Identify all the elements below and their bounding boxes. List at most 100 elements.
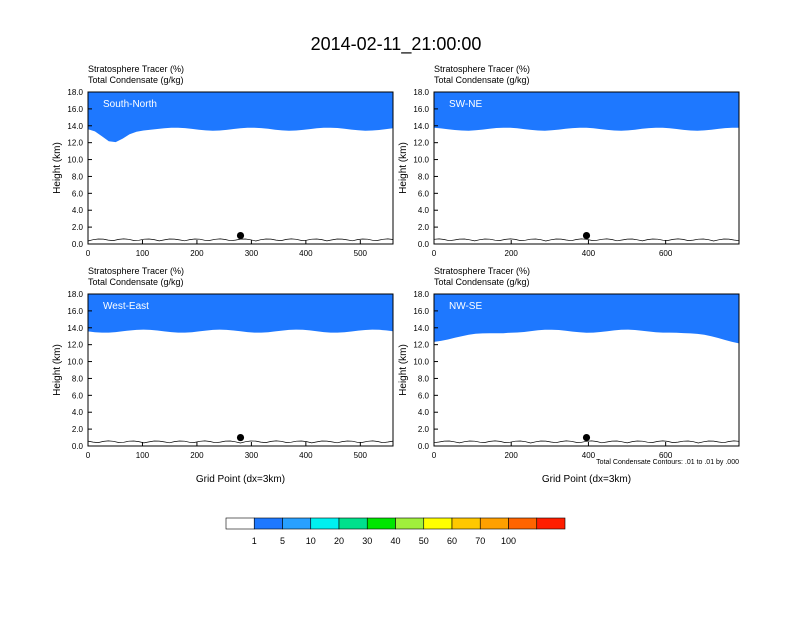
location-marker [236, 231, 245, 240]
location-marker [582, 433, 591, 442]
y-tick-label: 16.0 [67, 307, 83, 316]
y-tick-label: 16.0 [67, 105, 83, 114]
colorbar-label: 100 [501, 536, 516, 546]
y-tick-label: 18.0 [67, 88, 83, 97]
colorbar-swatch [451, 517, 481, 530]
condensate-contour [433, 440, 740, 444]
x-axis-label: Grid Point (dx=3km) [542, 474, 631, 485]
x-tick-label: 300 [245, 249, 259, 258]
y-tick-label: 12.0 [413, 139, 429, 148]
condensate-contour [87, 440, 394, 444]
y-tick-label: 2.0 [72, 223, 84, 232]
field-label-condensate: Total Condensate (g/kg) [88, 75, 184, 85]
y-tick-label: 16.0 [413, 105, 429, 114]
x-tick-label: 200 [505, 451, 519, 460]
colorbar-label: 20 [334, 536, 344, 546]
x-tick-label: 500 [354, 451, 368, 460]
y-tick-label: 12.0 [413, 341, 429, 350]
location-marker [582, 231, 591, 240]
colorbar-swatch [395, 517, 425, 530]
x-tick-label: 0 [432, 249, 437, 258]
chart-panel: 0 200 400 600 0.0 2.0 4.0 6.0 8.0 10.0 12.0 14.0 16.… [398, 64, 740, 258]
x-axis-label: Grid Point (dx=3km) [196, 474, 285, 485]
colorbar-label: 30 [362, 536, 372, 546]
panel-label: West-East [103, 301, 149, 312]
panel-label: South-North [103, 99, 157, 110]
y-tick-label: 10.0 [413, 358, 429, 367]
field-label-tracer: Stratosphere Tracer (%) [434, 64, 530, 74]
x-tick-label: 100 [136, 249, 150, 258]
x-tick-label: 400 [582, 451, 596, 460]
colorbar-swatch [423, 517, 453, 530]
x-tick-label: 200 [190, 451, 204, 460]
field-label-condensate: Total Condensate (g/kg) [434, 75, 530, 85]
tracer-layer [434, 294, 739, 344]
y-tick-label: 0.0 [72, 240, 84, 249]
panel-label: SW-NE [449, 99, 482, 110]
colorbar-swatch [536, 517, 566, 530]
panel-label: NW-SE [449, 301, 482, 312]
y-axis-label: Height (km) [398, 142, 409, 194]
colorbar-swatch [508, 517, 538, 530]
y-tick-label: 2.0 [418, 223, 430, 232]
colorbar-swatch [310, 517, 340, 530]
plot-frame [87, 91, 394, 245]
y-tick-label: 12.0 [67, 139, 83, 148]
colorbar-swatch [366, 517, 396, 530]
chart-panel: 0 200 400 600 0.0 2.0 4.0 6.0 8.0 10.0 12.0 14.0 16.… [398, 266, 740, 485]
y-tick-label: 18.0 [67, 290, 83, 299]
y-tick-label: 0.0 [72, 442, 84, 451]
colorbar-label: 10 [306, 536, 316, 546]
y-tick-label: 10.0 [67, 358, 83, 367]
colorbar-label: 60 [447, 536, 457, 546]
colorbar-swatch [282, 517, 312, 530]
y-tick-label: 6.0 [72, 189, 84, 198]
colorbar-swatch [225, 517, 255, 530]
y-tick-label: 14.0 [413, 122, 429, 131]
colorbar-label: 1 [252, 536, 257, 546]
field-label-condensate: Total Condensate (g/kg) [434, 277, 530, 287]
panels: 0 100 200 300 400 500 0.0 2.0 4.0 6.0 8.0 10.0 12.0 1… [52, 64, 740, 485]
x-tick-label: 0 [86, 451, 91, 460]
colorbar-label: 70 [475, 536, 485, 546]
y-tick-label: 6.0 [418, 391, 430, 400]
x-tick-label: 100 [136, 451, 150, 460]
colorbar-label: 5 [280, 536, 285, 546]
y-tick-label: 8.0 [72, 172, 84, 181]
contour-note: Total Condensate Contours: .01 to .01 by… [596, 459, 739, 466]
x-tick-label: 200 [505, 249, 519, 258]
y-tick-label: 14.0 [413, 324, 429, 333]
field-label-tracer: Stratosphere Tracer (%) [88, 64, 184, 74]
y-axis-label: Height (km) [52, 344, 63, 396]
y-axis-label: Height (km) [52, 142, 63, 194]
tracer-layer [88, 294, 393, 333]
figure-title: 2014-02-11_21:00:00 [311, 34, 482, 55]
y-tick-label: 14.0 [67, 122, 83, 131]
y-tick-label: 0.0 [418, 442, 430, 451]
plot-frame [433, 91, 740, 245]
x-tick-label: 0 [86, 249, 91, 258]
field-label-tracer: Stratosphere Tracer (%) [434, 266, 530, 276]
colorbar-swatch [253, 517, 283, 530]
y-tick-label: 6.0 [72, 391, 84, 400]
y-tick-label: 4.0 [72, 408, 84, 417]
plot-frame [87, 293, 394, 447]
y-tick-label: 12.0 [67, 341, 83, 350]
y-tick-label: 16.0 [413, 307, 429, 316]
condensate-contour [433, 238, 740, 242]
y-tick-label: 0.0 [418, 240, 430, 249]
x-tick-label: 200 [190, 249, 204, 258]
plot-frame [433, 293, 740, 447]
y-tick-label: 4.0 [72, 206, 84, 215]
location-marker [236, 433, 245, 442]
x-tick-label: 400 [299, 451, 313, 460]
field-label-tracer: Stratosphere Tracer (%) [88, 266, 184, 276]
x-tick-label: 300 [245, 451, 259, 460]
y-tick-label: 8.0 [418, 172, 430, 181]
chart-panel: 0 100 200 300 400 500 0.0 2.0 4.0 6.0 8.0 10.0 12.0 1… [52, 64, 394, 258]
colorbar-label: 50 [419, 536, 429, 546]
colorbar-label: 40 [390, 536, 400, 546]
colorbar-swatch [479, 517, 509, 530]
chart-panel: 0 100 200 300 400 500 0.0 2.0 4.0 6.0 8.0 10.0 12.0 1… [52, 266, 394, 485]
